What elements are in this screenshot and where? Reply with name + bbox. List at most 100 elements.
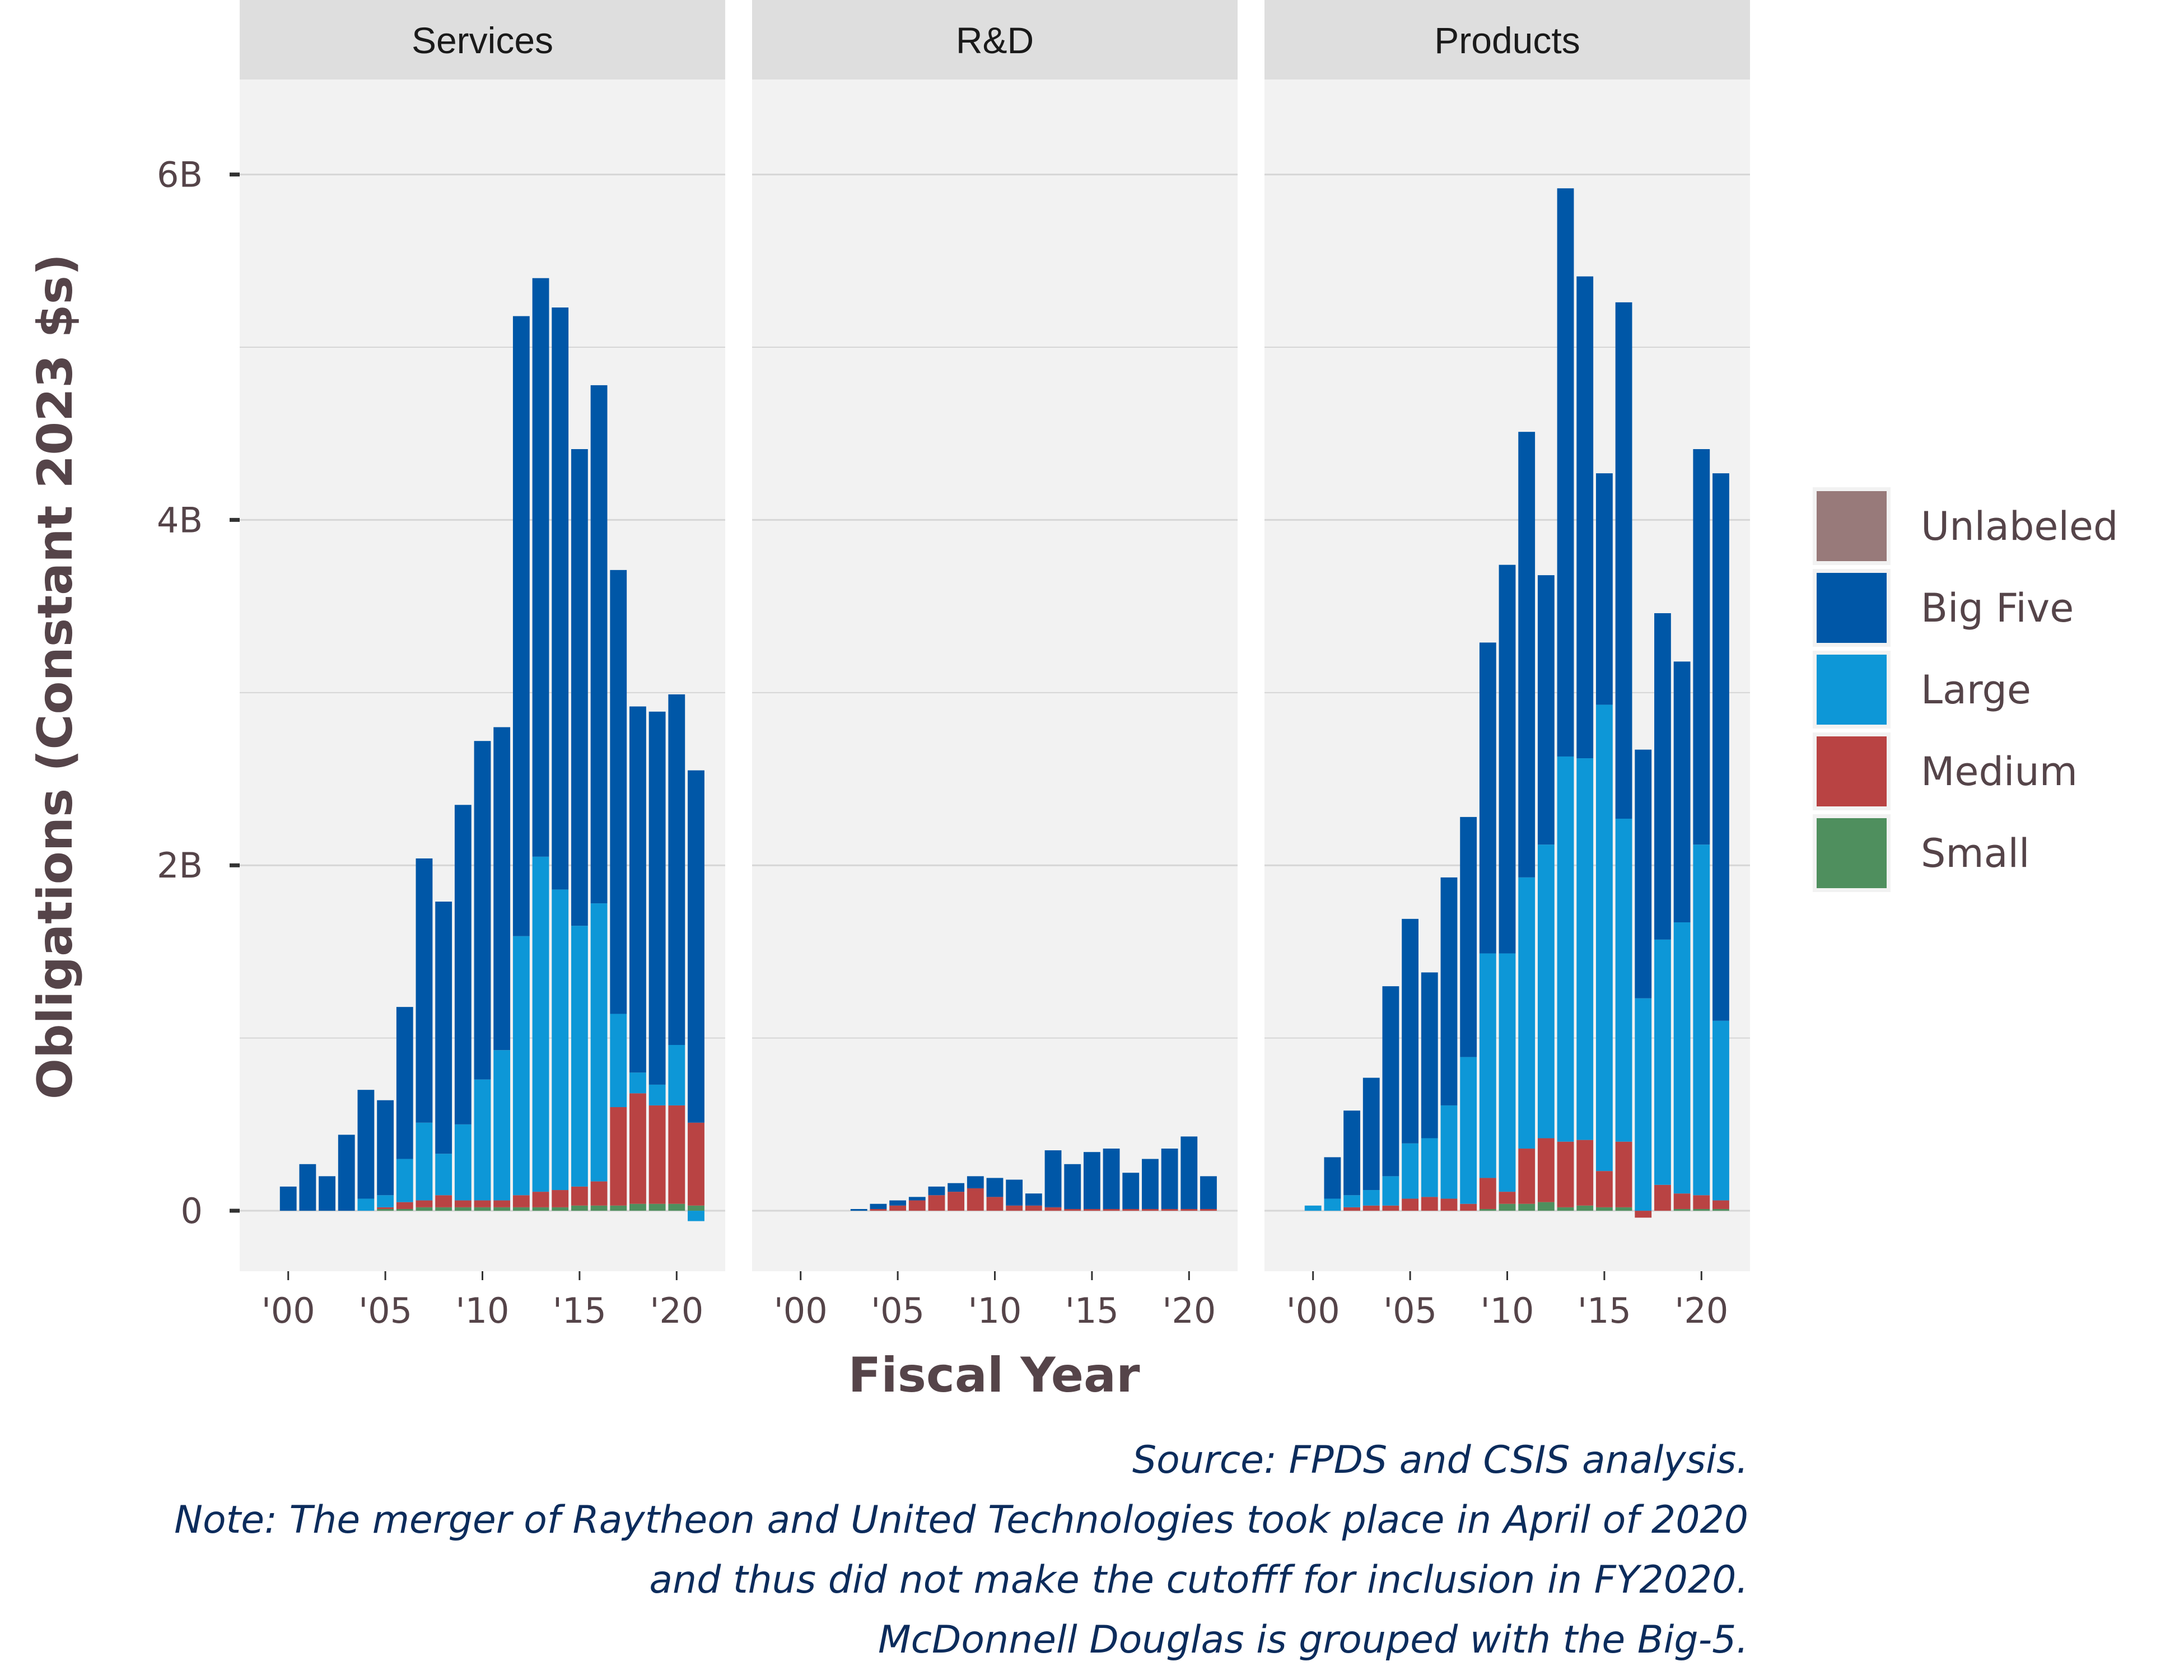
bar-r-d-2017-bigfive bbox=[1122, 1173, 1140, 1209]
bar-products-2016-medium bbox=[1615, 1141, 1632, 1207]
x-tick-label: '10 bbox=[968, 1290, 1022, 1331]
bar-products-2007-bigfive bbox=[1440, 877, 1458, 1105]
bar-products-2015-medium bbox=[1595, 1171, 1613, 1207]
bar-products-2002-bigfive bbox=[1343, 1110, 1360, 1196]
bar-services-2016-large bbox=[590, 903, 608, 1182]
bar-services-2019-small bbox=[648, 1203, 666, 1211]
bar-r-d-2009-bigfive bbox=[967, 1176, 984, 1188]
bar-r-d-2021-bigfive bbox=[1200, 1176, 1217, 1209]
bar-services-2015-large bbox=[571, 926, 588, 1187]
bar-products-2005-medium bbox=[1402, 1198, 1419, 1211]
bar-r-d-2019-bigfive bbox=[1161, 1149, 1178, 1209]
bar-services-2015-medium bbox=[571, 1186, 588, 1206]
x-tick-label: '00 bbox=[1286, 1290, 1340, 1331]
bar-products-2005-large bbox=[1402, 1143, 1419, 1199]
bar-products-2018-bigfive bbox=[1654, 613, 1671, 940]
bar-r-d-2017-medium bbox=[1122, 1208, 1140, 1211]
bar-products-2014-small bbox=[1576, 1205, 1594, 1211]
bar-products-2011-large bbox=[1518, 877, 1536, 1149]
legend-swatch-bigfive bbox=[1817, 573, 1887, 643]
bar-products-2021-large bbox=[1712, 1020, 1729, 1201]
bar-services-2017-large bbox=[610, 1014, 627, 1108]
bar-services-2005-large bbox=[377, 1195, 394, 1207]
bar-services-2008-bigfive bbox=[435, 902, 452, 1154]
bar-services-2018-medium bbox=[629, 1093, 646, 1204]
bar-r-d-2013-bigfive bbox=[1044, 1150, 1062, 1207]
bar-products-2007-medium bbox=[1440, 1198, 1458, 1211]
y-tick-label: 4B bbox=[157, 500, 203, 540]
bar-products-2014-large bbox=[1576, 758, 1594, 1140]
bar-r-d-2009-medium bbox=[967, 1188, 984, 1211]
bar-products-2020-medium bbox=[1693, 1195, 1710, 1209]
bar-services-2013-medium bbox=[532, 1192, 549, 1207]
bar-products-2014-bigfive bbox=[1576, 276, 1594, 759]
bar-services-2009-bigfive bbox=[454, 805, 472, 1124]
bar-r-d-2020-medium bbox=[1180, 1208, 1198, 1211]
x-tick-label: '00 bbox=[262, 1290, 315, 1331]
bar-products-2010-medium bbox=[1499, 1192, 1516, 1204]
bar-products-2001-large bbox=[1324, 1198, 1341, 1211]
bar-products-2020-small bbox=[1693, 1208, 1710, 1211]
bar-services-2019-medium bbox=[648, 1105, 666, 1204]
x-tick-label: '20 bbox=[1674, 1290, 1728, 1331]
x-tick-label: '05 bbox=[1383, 1290, 1437, 1331]
bars-services bbox=[279, 278, 704, 1221]
bar-products-2009-bigfive bbox=[1479, 642, 1496, 954]
bar-services-2016-bigfive bbox=[590, 385, 608, 904]
bar-services-2014-small bbox=[552, 1207, 569, 1211]
panel-products: Products '00 '05 '10 '15 '20 bbox=[1264, 0, 1750, 1331]
bar-services-2000-bigfive bbox=[279, 1186, 297, 1211]
bar-r-d-2018-medium bbox=[1142, 1208, 1159, 1211]
bar-products-2014-medium bbox=[1576, 1140, 1594, 1206]
bar-products-2009-large bbox=[1479, 953, 1496, 1178]
bar-r-d-2021-medium bbox=[1200, 1208, 1217, 1211]
strip-r-d bbox=[752, 0, 1238, 80]
bar-products-2003-bigfive bbox=[1362, 1077, 1380, 1191]
bar-r-d-2006-bigfive bbox=[908, 1197, 926, 1201]
bar-products-2018-medium bbox=[1654, 1184, 1671, 1211]
bar-services-2010-medium bbox=[474, 1200, 491, 1207]
bar-services-2013-bigfive bbox=[532, 278, 549, 857]
bar-products-2001-bigfive bbox=[1324, 1157, 1341, 1199]
bar-products-2002-large bbox=[1343, 1195, 1360, 1207]
bar-r-d-2011-medium bbox=[1006, 1205, 1023, 1211]
bar-products-2007-large bbox=[1440, 1105, 1458, 1199]
x-tick-label: '10 bbox=[1481, 1290, 1534, 1331]
y-tick-label: 2B bbox=[157, 845, 203, 886]
bar-services-2019-bigfive bbox=[648, 711, 666, 1085]
bar-products-2012-small bbox=[1537, 1202, 1555, 1211]
bar-services-2007-large bbox=[416, 1122, 433, 1201]
bar-services-2009-large bbox=[454, 1124, 472, 1201]
bar-products-2000-large bbox=[1304, 1205, 1322, 1211]
bar-r-d-2019-medium bbox=[1161, 1208, 1178, 1211]
y-axis-title: Obligations (Constant 2023 $s) bbox=[27, 254, 83, 1099]
bar-r-d-2016-medium bbox=[1103, 1208, 1120, 1211]
bar-products-2003-medium bbox=[1362, 1205, 1380, 1211]
legend-swatch-small bbox=[1817, 818, 1887, 888]
caption: Source: FPDS and CSIS analysis. Note: Th… bbox=[174, 1438, 1748, 1662]
x-tick-label: '20 bbox=[1162, 1290, 1216, 1331]
bar-products-2017-bigfive bbox=[1635, 749, 1652, 998]
bar-products-2013-medium bbox=[1557, 1141, 1574, 1207]
legend-label-small: Small bbox=[1921, 830, 2029, 876]
bar-products-2006-bigfive bbox=[1421, 972, 1438, 1138]
bar-products-2016-bigfive bbox=[1615, 302, 1632, 819]
bar-services-2016-small bbox=[590, 1205, 608, 1211]
bar-r-d-2005-medium bbox=[889, 1205, 907, 1211]
bar-services-2011-small bbox=[493, 1207, 511, 1211]
bar-r-d-2015-medium bbox=[1083, 1208, 1100, 1211]
bar-services-2021-medium bbox=[688, 1122, 704, 1206]
bar-products-2005-bigfive bbox=[1402, 918, 1419, 1144]
bar-services-2011-large bbox=[493, 1050, 511, 1201]
bar-services-2001-bigfive bbox=[299, 1164, 316, 1211]
bar-products-2004-medium bbox=[1382, 1205, 1399, 1211]
x-tick-label: '10 bbox=[456, 1290, 510, 1331]
caption-note-line-2: and thus did not make the cutofff for in… bbox=[649, 1558, 1748, 1602]
x-tick-label: '15 bbox=[1578, 1290, 1631, 1331]
bar-r-d-2005-bigfive bbox=[889, 1200, 907, 1206]
y-tick-label: 6B bbox=[157, 155, 203, 195]
bar-services-2011-medium bbox=[493, 1200, 511, 1207]
strip-products bbox=[1264, 0, 1750, 80]
bar-services-2010-small bbox=[474, 1207, 491, 1211]
bar-r-d-2008-medium bbox=[948, 1192, 965, 1211]
